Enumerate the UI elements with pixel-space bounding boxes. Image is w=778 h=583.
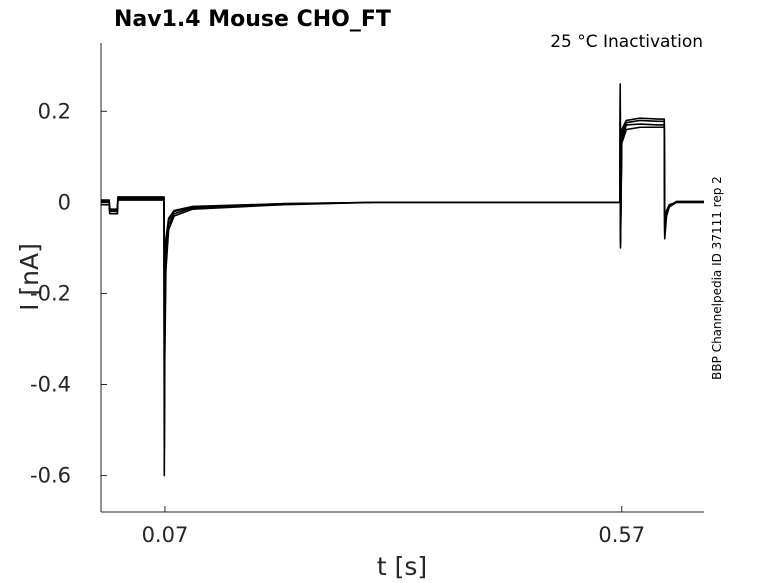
current-trace-4 [101,110,704,340]
current-trace-2 [101,92,704,454]
current-trace-3 [101,101,704,409]
trace-group [101,83,704,477]
y-tick-label: -0.6 [30,464,71,488]
current-trace-1 [101,83,704,477]
x-tick-group: 0.07 0.57 [142,506,645,547]
y-tick-label: -0.2 [30,281,71,305]
x-tick-label: 0.57 [598,523,645,547]
side-label: BBP Channelpedia ID 37111 rep 2 [710,176,724,380]
y-axis-label: I [nA] [15,243,44,311]
x-axis-label: t [s] [377,552,427,581]
y-tick-group: 0.2 0 -0.2 -0.4 -0.6 [30,99,107,488]
x-tick-label: 0.07 [142,523,189,547]
chart-subtitle: 25 °C Inactivation [550,32,703,52]
chart-title: Nav1.4 Mouse CHO_FT [114,7,391,32]
y-tick-label: 0 [58,190,71,214]
y-tick-label: -0.4 [30,373,71,397]
y-tick-label: 0.2 [38,99,71,123]
